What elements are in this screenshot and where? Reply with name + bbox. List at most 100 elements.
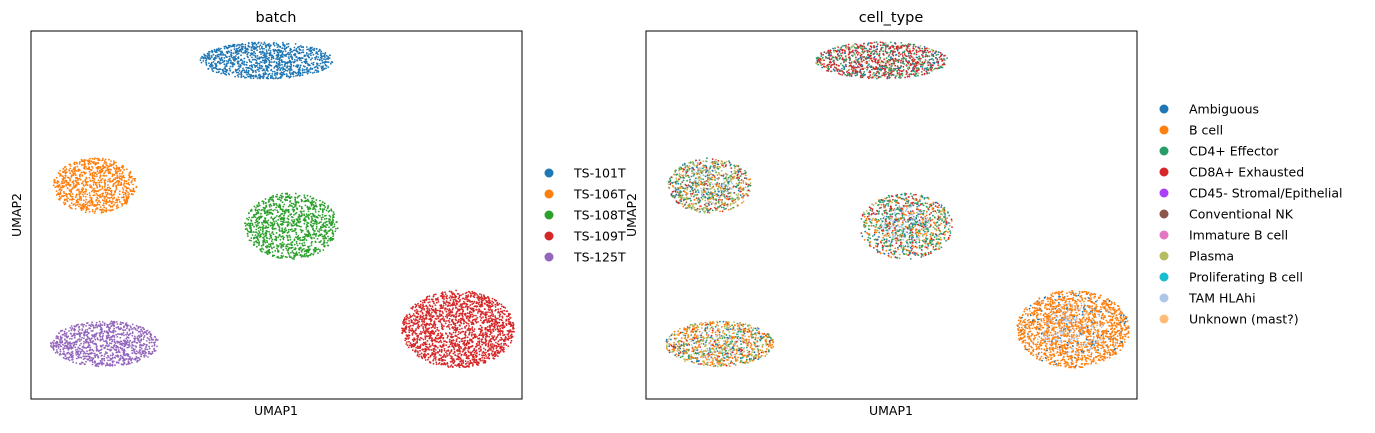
scatter-point <box>259 67 261 70</box>
scatter-point <box>215 51 218 53</box>
scatter-point <box>464 363 467 365</box>
scatter-point <box>214 54 217 57</box>
scatter-point <box>423 324 426 326</box>
scatter-point <box>408 337 410 339</box>
scatter-point <box>437 358 440 361</box>
scatter-point <box>247 67 250 70</box>
scatter-point <box>289 238 292 241</box>
scatter-point <box>263 41 266 44</box>
scatter-point <box>321 213 324 216</box>
scatter-point <box>129 170 132 173</box>
scatter-point <box>121 203 124 206</box>
scatter-point <box>299 236 302 239</box>
scatter-point <box>78 163 81 165</box>
scatter-point <box>129 188 131 191</box>
scatter-point <box>296 208 299 211</box>
scatter-point <box>298 59 301 61</box>
scatter-point <box>121 173 123 175</box>
scatter-point <box>501 332 504 334</box>
scatter-point <box>130 176 132 179</box>
scatter-point <box>255 224 257 226</box>
scatter-point <box>107 184 109 186</box>
scatter-point <box>100 181 103 184</box>
scatter-point <box>315 248 318 251</box>
scatter-point <box>482 359 484 362</box>
scatter-point <box>66 176 69 179</box>
scatter-point <box>436 340 438 343</box>
scatter-point <box>269 77 272 79</box>
scatter-point <box>255 213 258 216</box>
scatter-point <box>273 220 275 223</box>
scatter-point <box>426 314 428 317</box>
scatter-point <box>124 201 127 204</box>
scatter-point <box>408 313 411 316</box>
scatter-point <box>502 346 505 349</box>
scatter-point <box>489 311 491 314</box>
scatter-point <box>300 212 303 215</box>
scatter-point <box>500 303 503 306</box>
scatter-point <box>455 329 458 332</box>
scatter-point <box>315 56 317 59</box>
scatter-point <box>101 159 103 162</box>
scatter-point <box>269 196 271 199</box>
scatter-point <box>273 66 276 69</box>
scatter-point <box>263 206 265 209</box>
scatter-point <box>287 228 290 231</box>
scatter-point <box>83 171 86 174</box>
scatter-point <box>447 335 449 337</box>
scatter-point <box>507 332 510 335</box>
scatter-point <box>427 328 430 330</box>
scatter-point <box>255 61 258 64</box>
scatter-point <box>267 58 270 61</box>
scatter-point <box>108 170 111 173</box>
scatter-point <box>277 48 280 51</box>
scatter-point <box>475 305 478 308</box>
scatter-point <box>472 354 474 357</box>
scatter-point <box>459 328 461 331</box>
scatter-point <box>492 318 494 321</box>
scatter-point <box>254 234 257 237</box>
scatter-point <box>295 240 298 243</box>
scatter-point <box>494 355 496 358</box>
scatter-point <box>437 332 439 335</box>
scatter-point <box>203 53 206 56</box>
scatter-point <box>289 52 291 55</box>
scatter-point <box>452 358 455 361</box>
scatter-point <box>450 323 452 326</box>
scatter-point <box>414 306 417 309</box>
scatter-point <box>261 223 264 226</box>
scatter-point <box>304 197 307 200</box>
scatter-point <box>430 298 433 301</box>
scatter-point <box>298 205 301 207</box>
scatter-point <box>332 214 334 217</box>
scatter-point <box>447 365 449 367</box>
scatter-point <box>269 221 272 224</box>
scatter-point <box>119 169 122 172</box>
scatter-point <box>58 184 61 187</box>
scatter-point <box>107 165 110 168</box>
scatter-point <box>205 63 208 65</box>
scatter-point <box>480 317 483 319</box>
scatter-point <box>120 178 123 181</box>
scatter-point <box>487 350 489 353</box>
scatter-point <box>503 340 506 343</box>
scatter-point <box>253 45 255 48</box>
scatter-point <box>487 345 490 348</box>
scatter-point <box>323 240 326 242</box>
scatter-point <box>242 75 245 78</box>
scatter-point <box>310 62 313 65</box>
scatter-point <box>296 237 298 239</box>
scatter-point <box>290 213 293 216</box>
scatter-point <box>91 202 94 205</box>
scatter-point <box>260 42 263 44</box>
scatter-point <box>456 326 459 329</box>
scatter-point <box>306 70 309 73</box>
scatter-point <box>270 54 273 56</box>
scatter-point <box>482 350 485 353</box>
scatter-point <box>312 253 315 256</box>
scatter-point <box>453 329 456 331</box>
scatter-point <box>110 189 113 192</box>
scatter-point <box>258 244 260 247</box>
scatter-point <box>405 338 408 340</box>
scatter-point <box>465 296 467 299</box>
